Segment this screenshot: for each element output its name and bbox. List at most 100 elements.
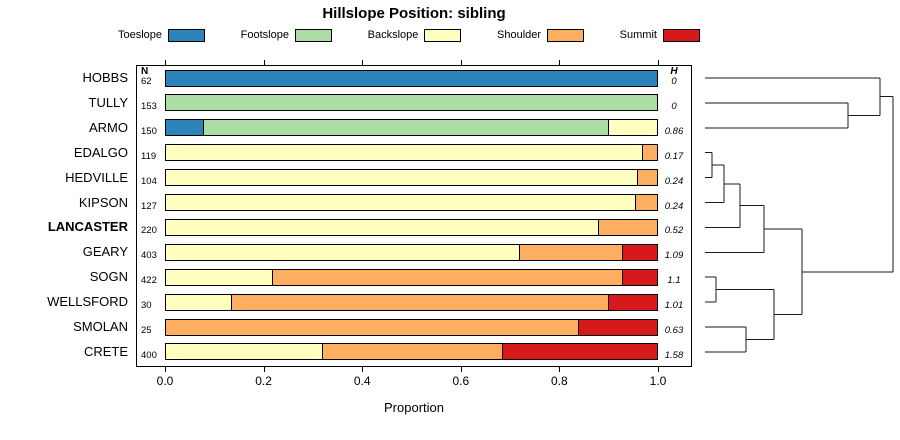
h-value: 0.52 xyxy=(664,225,684,237)
n-value: 153 xyxy=(141,100,157,112)
bar-segment-backslope xyxy=(165,194,636,211)
h-value: 0.24 xyxy=(664,175,684,187)
h-value: 1.58 xyxy=(664,349,684,361)
legend-swatch xyxy=(168,28,206,42)
bar-segment-summit xyxy=(607,293,658,311)
h-value: 0.24 xyxy=(664,200,684,212)
bar-segment-backslope xyxy=(165,293,232,311)
bar-segment-backslope xyxy=(165,169,639,187)
bar-segment-backslope xyxy=(165,268,274,286)
legend-item-backslope: Backslope xyxy=(368,28,462,42)
x-tick-label: 0.0 xyxy=(156,374,174,388)
bar-segment-shoulder xyxy=(165,318,580,336)
x-tick-top xyxy=(165,60,166,65)
row-label-crete: CRETE xyxy=(83,343,128,359)
x-tick-top xyxy=(263,60,265,65)
n-value: 62 xyxy=(141,76,152,87)
bar-segment-shoulder xyxy=(637,169,658,187)
row-label-wellsford: WELLSFORD xyxy=(47,294,128,310)
bar-segment-backslope xyxy=(165,144,644,162)
row-label-kipson: KIPSON xyxy=(78,194,128,210)
x-tick-label: 0.8 xyxy=(551,374,568,388)
legend-item-summit: Summit xyxy=(619,28,700,42)
row-label-geary: GEARY xyxy=(82,244,128,260)
bar-segment-backslope xyxy=(165,343,323,361)
bar-segment-shoulder xyxy=(634,194,658,211)
legend-item-shoulder: Shoulder xyxy=(497,28,585,42)
legend-swatch xyxy=(294,28,332,42)
row-label-edalgo: EDALGO xyxy=(73,144,128,160)
bar-segment-shoulder xyxy=(230,293,609,311)
legend-swatch xyxy=(547,28,585,42)
x-tick-bottom xyxy=(658,367,659,372)
h-value: 0.86 xyxy=(664,125,684,137)
row-label-hedville: HEDVILLE xyxy=(65,169,128,185)
legend-swatch xyxy=(424,28,462,42)
bar-segment-summit xyxy=(622,243,658,261)
x-tick-bottom xyxy=(165,367,166,372)
bar-segment-summit xyxy=(578,318,658,336)
n-value: 422 xyxy=(141,275,157,287)
n-value: 104 xyxy=(141,175,157,187)
h-column-header: H xyxy=(670,66,678,77)
n-value: 220 xyxy=(141,225,157,237)
n-value: 30 xyxy=(141,300,152,312)
x-tick-bottom xyxy=(263,367,265,372)
bar-segment-summit xyxy=(501,343,658,361)
legend-swatch xyxy=(662,28,700,42)
bar-segment-footslope xyxy=(165,94,658,112)
legend-label: Summit xyxy=(619,29,657,41)
row-label-lancaster: LANCASTER xyxy=(47,219,128,235)
bar-segment-backslope xyxy=(607,119,658,137)
bar-segment-shoulder xyxy=(321,343,503,361)
bar-segment-footslope xyxy=(203,119,609,137)
h-value: 1.1 xyxy=(667,275,681,287)
n-value: 25 xyxy=(141,325,152,336)
n-value: 150 xyxy=(141,125,157,137)
x-tick-label: 0.2 xyxy=(255,374,272,388)
h-value: 0 xyxy=(671,76,677,87)
x-tick-bottom xyxy=(559,367,561,372)
row-label-armo: ARMO xyxy=(89,119,128,135)
bar-segment-shoulder xyxy=(642,144,658,162)
h-value: 1.09 xyxy=(664,250,684,262)
bar-segment-toeslope xyxy=(165,69,658,87)
bar-segment-shoulder xyxy=(597,218,658,236)
bar-segment-summit xyxy=(622,268,658,286)
legend-item-toeslope: Toeslope xyxy=(118,28,206,42)
bar-segment-backslope xyxy=(165,243,520,261)
x-axis-label: Proportion xyxy=(384,400,444,415)
n-value: 127 xyxy=(141,200,157,212)
n-column-header: N xyxy=(141,66,149,77)
h-value: 0.17 xyxy=(664,150,684,162)
x-tick-top xyxy=(658,60,659,65)
bar-segment-shoulder xyxy=(518,243,624,261)
x-tick-top xyxy=(362,60,364,65)
legend-label: Toeslope xyxy=(118,29,163,41)
row-label-sogn: SOGN xyxy=(89,269,128,285)
x-tick-top xyxy=(559,60,561,65)
legend-label: Shoulder xyxy=(497,29,542,41)
chart-title: Hillslope Position: sibling xyxy=(322,5,506,22)
h-value: 0 xyxy=(671,100,677,112)
h-value: 1.01 xyxy=(664,300,684,312)
n-value: 119 xyxy=(141,150,157,162)
legend-label: Footslope xyxy=(240,29,289,41)
x-tick-top xyxy=(460,60,462,65)
x-tick-bottom xyxy=(460,367,462,372)
h-value: 0.63 xyxy=(664,325,684,336)
legend-item-footslope: Footslope xyxy=(240,28,332,42)
bar-segment-toeslope xyxy=(165,119,205,137)
x-tick-label: 0.4 xyxy=(353,374,371,388)
bar-segment-shoulder xyxy=(272,268,624,286)
n-value: 400 xyxy=(141,349,157,361)
x-tick-label: 0.6 xyxy=(452,374,470,388)
n-value: 403 xyxy=(141,250,157,262)
x-tick-label: 1.0 xyxy=(649,374,667,388)
legend: Toeslope Footslope Backslope Shoulder Summit xyxy=(118,27,700,43)
plot-area xyxy=(136,65,692,367)
bar-segment-backslope xyxy=(165,218,599,236)
row-label-tully: TULLY xyxy=(88,94,129,110)
row-label-hobbs: HOBBS xyxy=(82,70,128,85)
